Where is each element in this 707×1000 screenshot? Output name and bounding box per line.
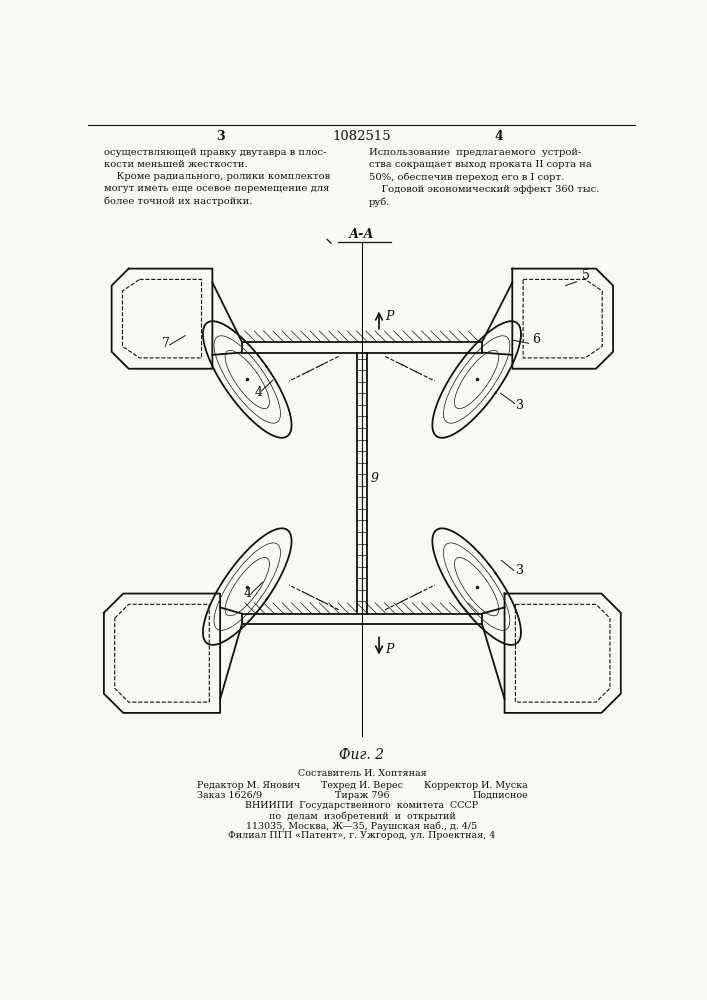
Text: 4: 4: [495, 130, 503, 143]
Text: 3: 3: [516, 399, 524, 412]
Text: Использование  предлагаемого  устрой-
ства сокращает выход проката II сорта на
5: Использование предлагаемого устрой- ства…: [369, 148, 600, 207]
Bar: [242, 614, 482, 624]
Text: 3: 3: [516, 564, 524, 577]
Text: Корректор И. Муска: Корректор И. Муска: [424, 781, 528, 790]
Text: Фиг. 2: Фиг. 2: [339, 748, 385, 762]
Text: Подписное: Подписное: [472, 791, 528, 800]
Text: 4: 4: [255, 386, 263, 399]
Text: Редактор М. Янович: Редактор М. Янович: [197, 781, 300, 790]
Text: по  делам  изобретений  и  открытий: по делам изобретений и открытий: [269, 811, 455, 821]
Text: P: P: [385, 310, 394, 323]
Text: Филиал ПГП «Патент», г. Ужгород, ул. Проектная, 4: Филиал ПГП «Патент», г. Ужгород, ул. Про…: [228, 831, 496, 840]
Text: 1082515: 1082515: [332, 130, 391, 143]
Text: Заказ 1626/9: Заказ 1626/9: [197, 791, 262, 800]
Text: 5: 5: [582, 269, 590, 282]
Text: 6: 6: [532, 333, 539, 346]
Text: А-А: А-А: [349, 228, 375, 241]
Text: 3: 3: [216, 130, 224, 143]
Text: 4: 4: [243, 587, 252, 600]
Text: P: P: [385, 643, 394, 656]
Text: Техред И. Верес: Техред И. Верес: [321, 781, 403, 790]
Text: ВНИИПИ  Государственного  комитета  СССР: ВНИИПИ Государственного комитета СССР: [245, 801, 479, 810]
Text: Составитель И. Хоптяная: Составитель И. Хоптяная: [298, 769, 426, 778]
Bar: [242, 342, 482, 353]
Text: 113035, Москва, Ж—35, Раушская наб., д. 4/5: 113035, Москва, Ж—35, Раушская наб., д. …: [246, 821, 477, 831]
Text: 9: 9: [370, 472, 378, 485]
Text: осуществляющей правку двутавра в плос-
кости меньшей жесткости.
    Кроме радиал: осуществляющей правку двутавра в плос- к…: [104, 148, 330, 206]
Text: 7: 7: [162, 337, 170, 350]
Text: Тираж 796: Тираж 796: [334, 791, 390, 800]
